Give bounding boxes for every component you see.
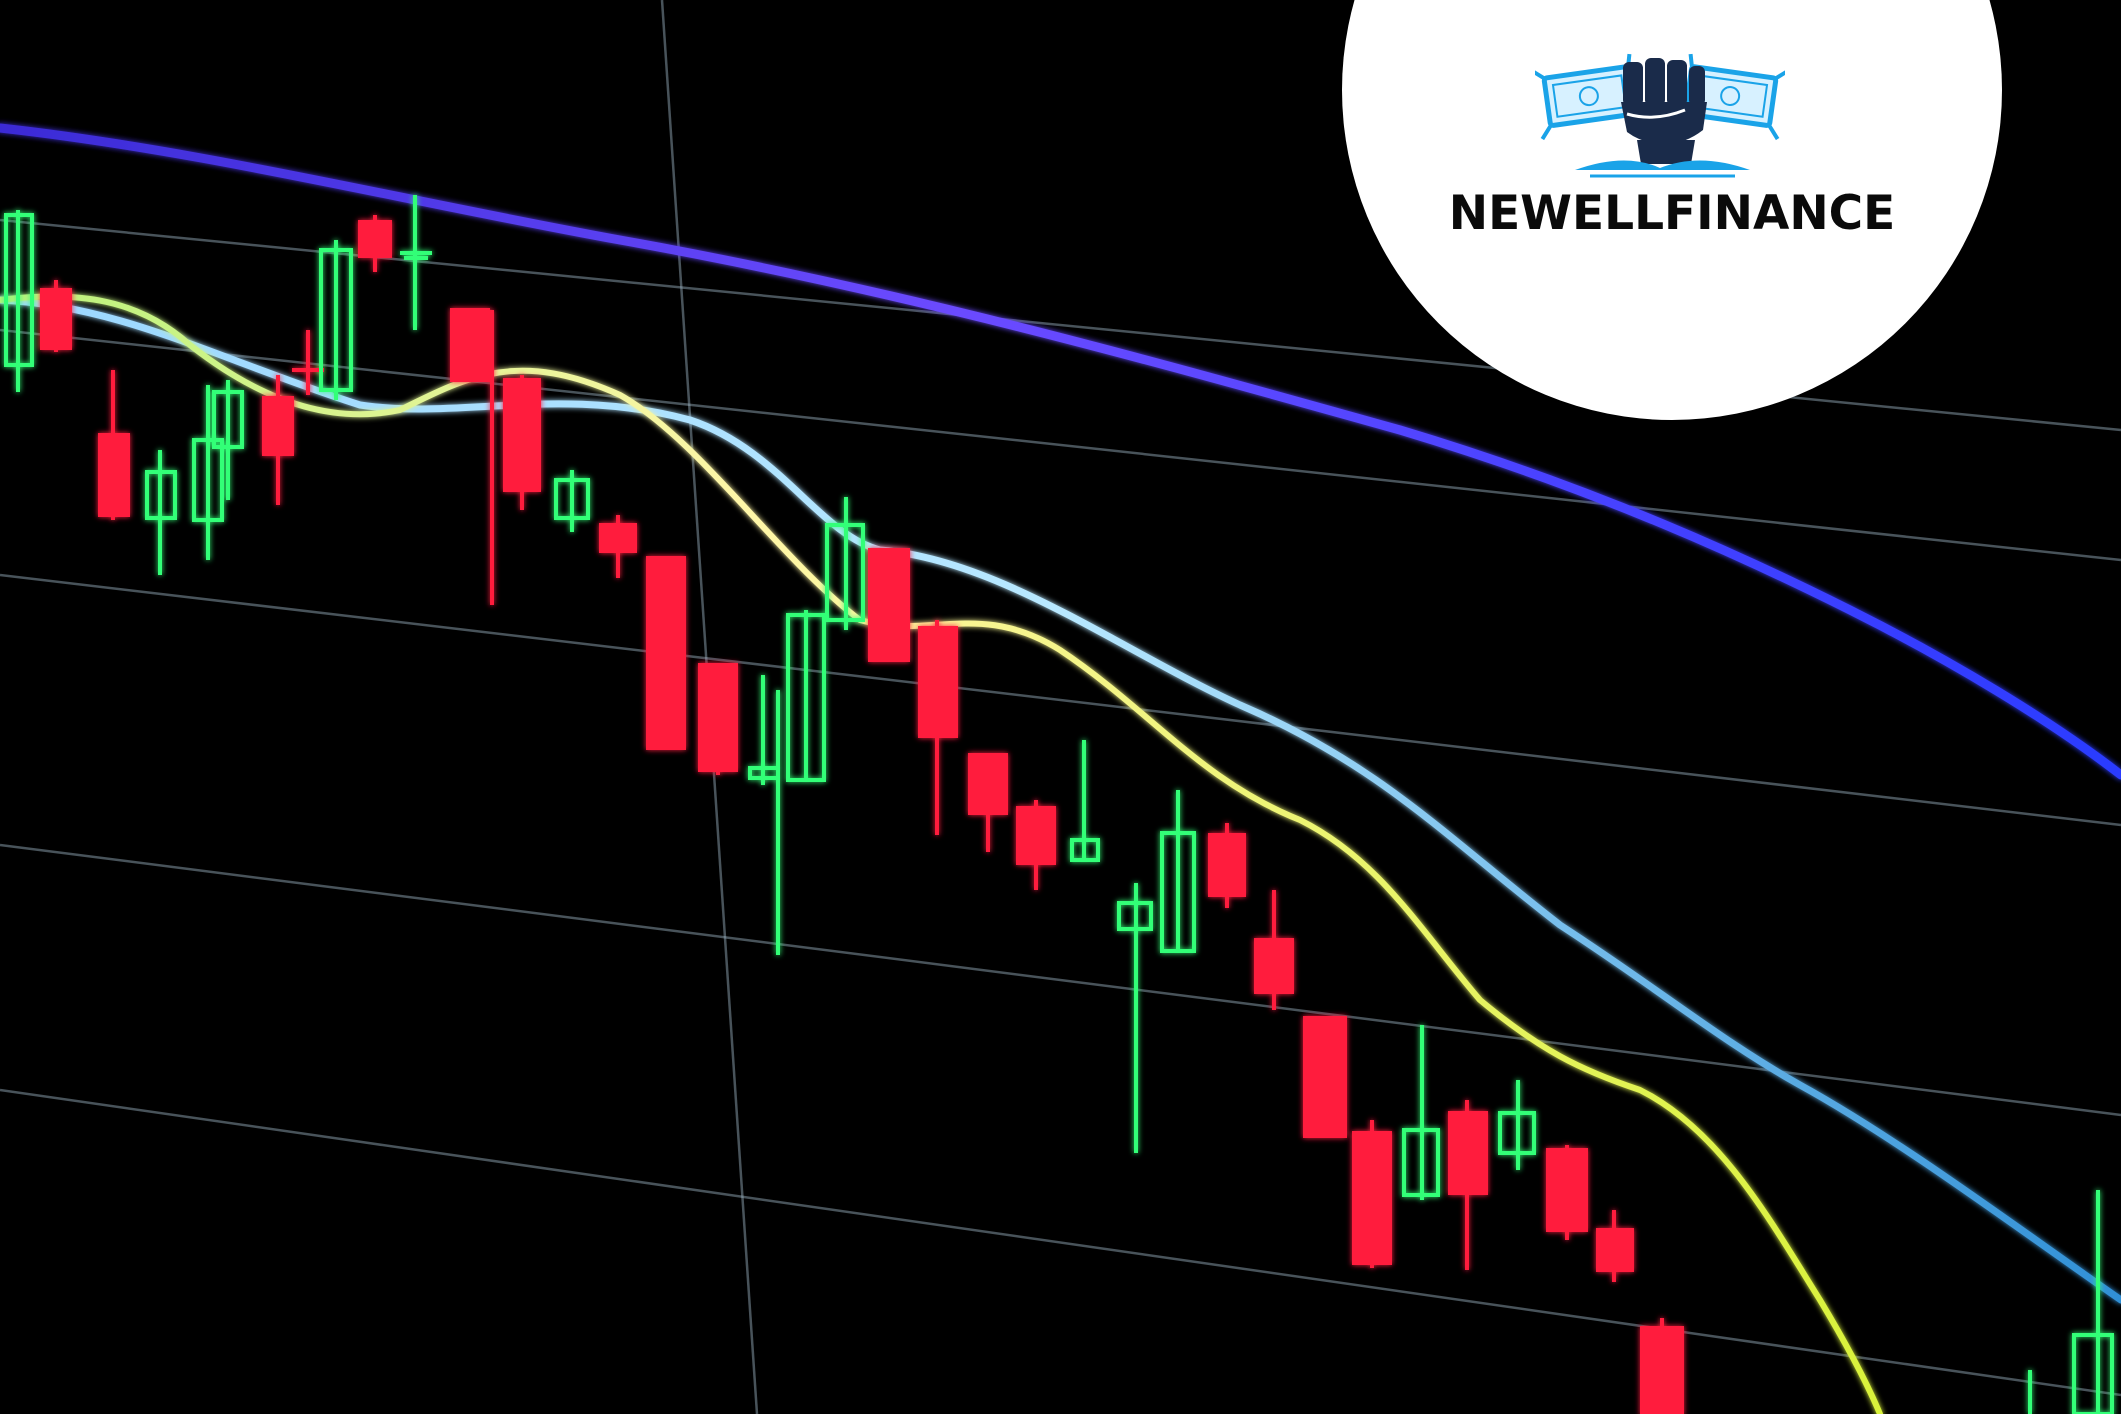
bullish-candle	[1070, 740, 1100, 862]
grid-line	[0, 1088, 2121, 1397]
moving-average-purple	[0, 123, 2121, 780]
bearish-candle	[292, 330, 324, 395]
bearish-candle	[503, 375, 541, 510]
bearish-candle	[968, 753, 1008, 852]
bearish-candle	[262, 375, 294, 505]
bearish-candle	[98, 370, 130, 520]
bullish-candle	[554, 470, 590, 532]
bearish-candle	[868, 548, 910, 662]
bearish-candle	[646, 556, 686, 750]
bearish-candle	[40, 280, 72, 352]
bearish-candle	[1254, 890, 1294, 1010]
bullish-candle	[212, 380, 244, 500]
bearish-candle	[1596, 1210, 1634, 1282]
bullish-candle	[786, 610, 826, 782]
bearish-candle	[1016, 800, 1056, 890]
bullish-candle	[748, 675, 780, 785]
bearish-candle	[1546, 1145, 1588, 1240]
bearish-candle	[1208, 823, 1246, 908]
grid-line	[0, 843, 2121, 1117]
moving-averages	[0, 123, 2121, 1414]
bearish-candle	[599, 515, 637, 578]
brand-name: NEWELLFINANCE	[1448, 186, 1896, 241]
moving-average-cyan	[0, 296, 2121, 1304]
fist-holding-cash-icon	[1535, 53, 1785, 178]
bullish-candle	[1117, 883, 1153, 1153]
bullish-candle	[192, 385, 224, 560]
bullish-candle	[319, 240, 353, 400]
moving-average-yellow	[0, 293, 1883, 1414]
bearish-candle	[918, 620, 958, 835]
bearish-candle	[698, 663, 738, 775]
bullish-candle	[400, 195, 432, 330]
bearish-candle	[1448, 1100, 1488, 1270]
bullish-candle	[4, 210, 34, 392]
bearish-candle	[1303, 1016, 1347, 1138]
grid-line	[0, 573, 2121, 827]
bullish-candle	[145, 450, 177, 575]
bullish-candle	[825, 497, 865, 630]
grid-line	[0, 328, 2121, 562]
bullish-candle	[2072, 1190, 2114, 1414]
bullish-candle	[1402, 1025, 1440, 1200]
bearish-candle	[1352, 1120, 1392, 1268]
bearish-candle	[1640, 1318, 1684, 1414]
bullish-candle	[1160, 790, 1196, 953]
bullish-candle	[1498, 1080, 1536, 1170]
bearish-candle	[358, 215, 392, 272]
candlesticks	[4, 195, 2114, 1414]
bearish-candle	[450, 308, 494, 605]
